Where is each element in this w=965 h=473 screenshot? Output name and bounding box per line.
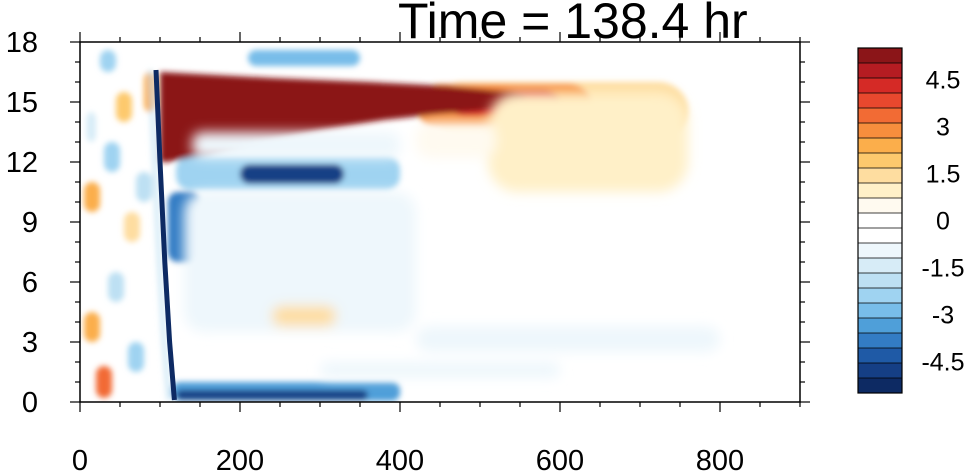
x-tick-label: 800 [696,445,744,473]
y-tick-label: 6 [22,267,38,299]
colorbar-swatch [858,243,902,259]
colorbar-swatch [858,183,902,199]
colorbar-swatch [858,378,902,394]
top-cold-band [248,50,360,66]
colorbar-swatch [858,153,902,169]
colorbar-swatch [858,333,902,349]
edge-wave-cell [108,272,124,302]
colorbar-swatch [858,78,902,94]
colorbar-swatch [858,258,902,274]
edge-wave-cell [96,366,112,398]
edge-wave-cell [84,312,100,342]
colorbar-swatch [858,228,902,244]
colorbar-swatch [858,108,902,124]
y-tick-label: 0 [22,387,38,419]
edge-wave-cell [104,142,120,172]
y-tick-label: 15 [6,87,38,119]
colorbar-swatch [858,168,902,184]
y-axis: 0 3 6 9 12 15 18 [6,27,810,419]
colorbar-swatch [858,348,902,364]
y-tick-label: 3 [22,327,38,359]
weak-warm-patch [416,122,496,158]
weak-warm-patch [272,306,336,326]
edge-wave-cell [128,342,144,372]
surface-cold-core [176,390,368,400]
x-tick-label: 600 [536,445,584,473]
colorbar-swatch [858,288,902,304]
colorbar-label: 3 [936,113,950,141]
edge-wave-cell [100,50,116,72]
y-tick-label: 18 [6,27,38,59]
colorbar-label: 1.5 [926,160,961,188]
colorbar-swatch [858,213,902,229]
colorbar-label: -3 [932,302,954,330]
colorbar-swatch [858,138,902,154]
heatmap-field [84,50,720,401]
colorbar-swatch [858,303,902,319]
chart-title: Time = 138.4 hr [398,0,748,49]
weak-cold-patch [416,326,720,352]
edge-wave-cell [86,112,96,142]
x-tick-label: 0 [72,445,88,473]
edge-wave-cell [84,182,100,212]
colorbar-swatch [858,63,902,79]
colorbar-swatch [858,93,902,109]
x-tick-label: 400 [376,445,424,473]
front-line-halo [148,69,171,401]
front-line [153,69,177,401]
weak-cold-patch [192,132,400,158]
colorbar: 4.5 3 1.5 0 -1.5 -3 -4.5 [857,47,965,394]
colorbar-label: 0 [936,208,950,236]
colorbar-label: -4.5 [921,349,964,377]
colorbar-swatch [858,48,902,64]
weak-cold-patch [320,362,560,378]
colorbar-swatch [858,273,902,289]
colorbar-swatch [858,123,902,139]
weak-warm-patch [488,92,688,192]
colorbar-frame [857,47,903,394]
colorbar-swatch [858,363,902,379]
x-tick-label: 200 [216,445,264,473]
y-tick-label: 12 [6,147,38,179]
colorbar-label: 4.5 [926,66,961,94]
edge-wave-cell [116,92,132,122]
colorbar-swatch [858,318,902,334]
colorbar-swatch [858,198,902,214]
edge-wave-cell [136,172,152,202]
weak-cold-patch [184,192,416,332]
edge-wave-cell [124,212,140,242]
y-tick-label: 9 [22,207,38,239]
cold-band-core [240,164,344,184]
colorbar-label: -1.5 [921,255,964,283]
x-axis: 0 200 400 600 800 [72,32,801,473]
